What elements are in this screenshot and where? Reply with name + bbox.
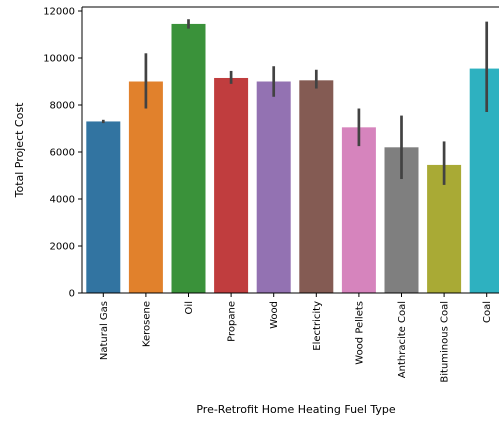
x-tick-label-wood: Wood <box>269 301 280 329</box>
x-axis-title: Pre-Retrofit Home Heating Fuel Type <box>196 403 396 416</box>
bar-electricity <box>299 80 334 293</box>
bar-wood <box>256 81 291 293</box>
y-axis-title: Total Project Cost <box>13 102 26 198</box>
bar-coal <box>469 68 499 293</box>
y-tick-label-6000: 6000 <box>50 148 75 159</box>
bar-bituminous-coal <box>427 164 462 293</box>
y-tick-label-12000: 12000 <box>43 7 75 18</box>
x-tick-label-coal: Coal <box>482 301 493 323</box>
y-tick-label-8000: 8000 <box>50 101 75 112</box>
bar-propane <box>214 77 249 293</box>
y-tick-label-10000: 10000 <box>43 54 75 65</box>
bars-group <box>86 23 499 294</box>
bar-kerosene <box>128 81 163 293</box>
bar-oil <box>171 23 206 294</box>
x-tick-label-oil: Oil <box>184 301 195 314</box>
axes-group: Natural Gas Kerosene Oil Propane Wood Electri… <box>43 6 499 383</box>
x-tick-label-propane: Propane <box>227 301 238 342</box>
x-tick-label-electricity: Electricity <box>312 301 323 351</box>
x-tick-label-bituminous-coal: Bituminous Coal <box>440 301 451 383</box>
y-tick-label-0: 0 <box>69 289 75 300</box>
y-tick-label-2000: 2000 <box>50 242 75 253</box>
x-tick-label-kerosene: Kerosene <box>141 301 152 347</box>
y-tick-label-4000: 4000 <box>50 195 75 206</box>
error-bars-group <box>101 19 489 185</box>
x-tick-label-wood-pellets: Wood Pellets <box>354 301 365 365</box>
x-tick-label-anthracite-coal: Anthracite Coal <box>397 301 408 378</box>
bar-natural-gas <box>86 121 121 293</box>
bar-wood-pellets <box>341 127 376 293</box>
x-tick-label-natural-gas: Natural Gas <box>99 301 110 360</box>
